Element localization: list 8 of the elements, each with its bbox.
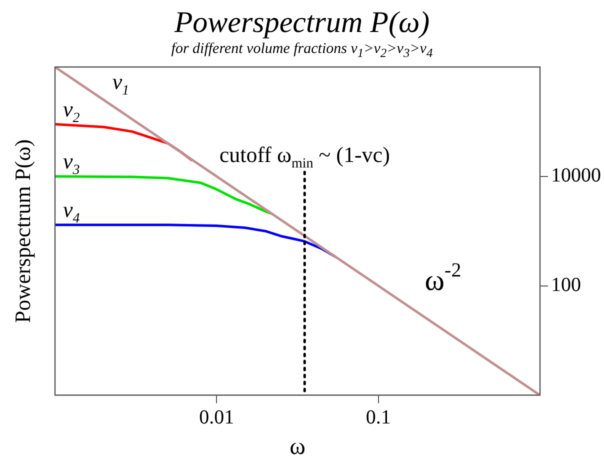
x-tick-label: 0.1: [366, 406, 391, 428]
chart-subtitle: for different volume fractions v$_{1}$>v$_{2}$>v$_{3}$>v$_{4}$: [170, 40, 434, 62]
y-tick-label: 10000: [551, 164, 601, 187]
x-tick-label: 0.01: [199, 406, 234, 428]
y-tick-label: 100: [551, 274, 581, 296]
chart-title: Powerspectrum P(ω): [173, 6, 431, 40]
y-axis-title: Powerspectrum P(ω): [10, 139, 35, 323]
x-axis-title: ω: [290, 434, 306, 460]
